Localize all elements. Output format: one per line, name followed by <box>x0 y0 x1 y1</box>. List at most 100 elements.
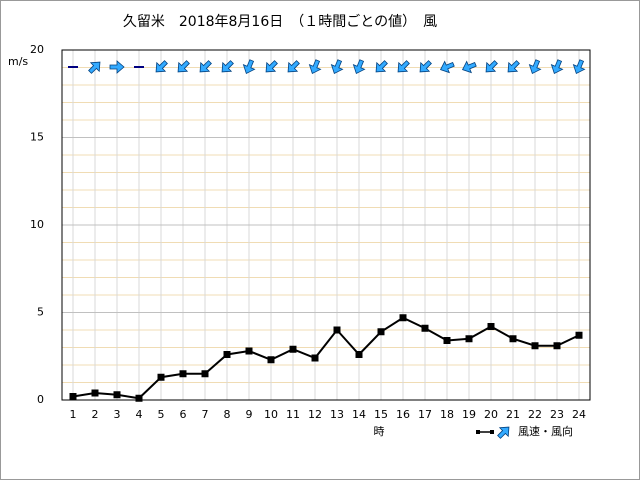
x-tick-label: 19 <box>462 408 476 421</box>
x-tick-label: 6 <box>180 408 187 421</box>
x-tick-label: 1 <box>70 408 77 421</box>
x-tick-label: 12 <box>308 408 322 421</box>
point <box>267 356 275 364</box>
wind-arrow <box>265 60 278 73</box>
wind-arrow-shape <box>375 60 388 73</box>
x-tick-label: 7 <box>202 408 209 421</box>
y-tick-label: 20 <box>30 43 44 56</box>
wind-arrow-shape <box>199 60 212 73</box>
point <box>311 354 319 362</box>
wind-arrow <box>419 60 432 73</box>
wind-arrow-shape <box>507 60 520 73</box>
point <box>443 337 451 344</box>
wind-arrow-shape <box>155 60 168 73</box>
point <box>91 389 99 397</box>
legend-arrow <box>497 426 510 439</box>
wind-arrow <box>199 60 212 73</box>
x-tick-label: 10 <box>264 408 278 421</box>
wind-arrow <box>221 60 234 73</box>
wind-arrow-shape <box>242 59 256 75</box>
wind-arrow-shape <box>550 59 564 75</box>
y-tick-label: 0 <box>37 393 44 406</box>
wind-arrow <box>375 60 388 73</box>
point <box>465 335 473 343</box>
x-axis-label: 時 <box>374 425 385 438</box>
x-tick-label: 2 <box>92 408 99 421</box>
point <box>487 323 495 330</box>
wind-arrow-shape <box>221 60 234 73</box>
wind-arrow <box>507 60 520 73</box>
x-tick-label: 23 <box>550 408 564 421</box>
wind-arrow <box>242 59 256 75</box>
wind-arrow-shape <box>419 60 432 73</box>
wind-arrow-shape <box>397 60 410 73</box>
point <box>245 347 253 355</box>
point <box>553 342 561 350</box>
x-tick-label: 18 <box>440 408 454 421</box>
point <box>179 370 187 378</box>
x-tick-label: 20 <box>484 408 498 421</box>
wind-arrow-shape <box>528 59 542 75</box>
wind-arrow-shape <box>485 60 498 73</box>
chart-title: 久留米 2018年8月16日 （１時間ごとの値） 風 <box>123 14 437 30</box>
point <box>223 351 231 358</box>
legend-label: 風速・風向 <box>518 424 573 438</box>
line <box>72 316 580 400</box>
wind-arrow-shape <box>177 60 190 73</box>
y-tick-label: 5 <box>37 306 44 319</box>
point <box>69 393 77 400</box>
wind-arrow-shape <box>352 59 366 75</box>
wind-arrow <box>177 60 190 73</box>
wind-arrow <box>550 59 564 75</box>
point <box>399 314 407 322</box>
wind-arrow <box>330 59 344 75</box>
x-tick-label: 15 <box>374 408 388 421</box>
y-tick-label: 15 <box>30 131 44 144</box>
x-tick-label: 3 <box>114 408 121 421</box>
y-tick-label: 10 <box>30 218 44 231</box>
point <box>421 324 429 332</box>
point <box>201 370 209 378</box>
wind-arrow-shape <box>439 60 455 74</box>
wind-arrow-shape <box>330 59 344 75</box>
x-tick-label: 24 <box>572 408 586 421</box>
wind-arrow <box>572 59 586 75</box>
legend-point <box>490 430 494 434</box>
wind-arrow <box>528 59 542 75</box>
wind-arrow <box>109 60 125 74</box>
y-axis-label: m/s <box>8 55 28 68</box>
x-tick-label: 9 <box>246 408 253 421</box>
x-tick-label: 16 <box>396 408 410 421</box>
x-tick-label: 4 <box>136 408 143 421</box>
wind-arrow <box>88 61 101 74</box>
point <box>157 373 165 381</box>
point <box>377 328 385 336</box>
wind-arrow-shape <box>287 60 300 73</box>
wind-arrow <box>485 60 498 73</box>
legend-point <box>476 430 480 434</box>
x-tick-label: 22 <box>528 408 542 421</box>
x-tick-label: 21 <box>506 408 520 421</box>
legend-arrow-shape <box>497 426 510 439</box>
wind-arrow <box>308 59 322 75</box>
wind-arrow-shape <box>88 61 101 74</box>
x-tick-label: 11 <box>286 408 300 421</box>
wind-arrow-shape <box>461 60 477 74</box>
x-tick-label: 17 <box>418 408 432 421</box>
plot-border <box>61 49 591 401</box>
wind-arrow-shape <box>572 59 586 75</box>
x-tick-label: 14 <box>352 408 366 421</box>
point <box>355 351 363 358</box>
x-tick-label: 13 <box>330 408 344 421</box>
x-tick-label: 5 <box>158 408 165 421</box>
point <box>289 345 297 353</box>
wind-arrow <box>439 60 455 74</box>
wind-arrow <box>397 60 410 73</box>
point <box>135 394 143 402</box>
x-tick-label: 8 <box>224 408 231 421</box>
point <box>333 326 341 334</box>
wind-arrow-shape <box>308 59 322 75</box>
point <box>531 342 539 350</box>
